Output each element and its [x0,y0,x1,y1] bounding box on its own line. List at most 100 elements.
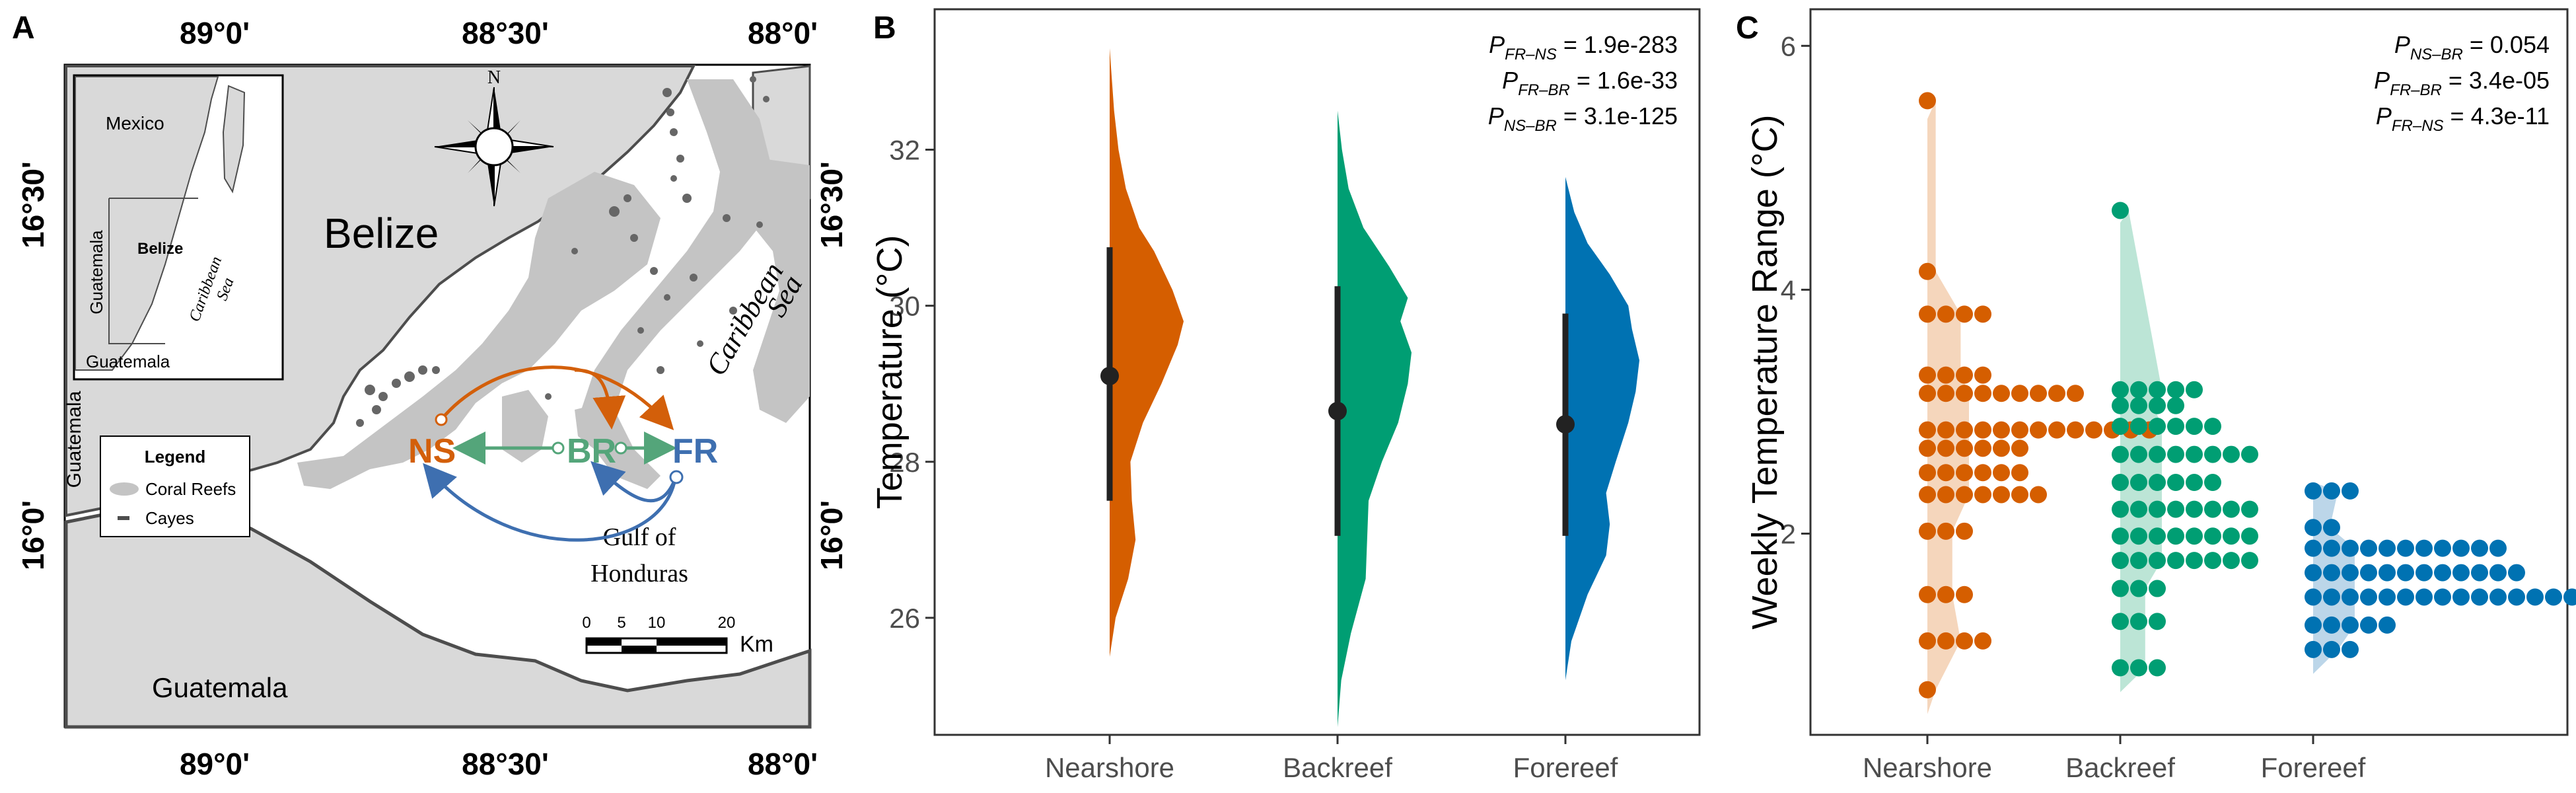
dot-forereef [2508,564,2525,582]
dot-backreef [2149,418,2166,435]
dot-forereef [2397,564,2414,582]
dot-backreef [2149,397,2166,414]
coord-bottom-0: 89°0' [180,747,250,781]
density-nearshore [1927,100,1969,714]
dot-nearshore [1956,439,1973,457]
dot-backreef [2130,474,2147,492]
dot-backreef [2112,474,2129,492]
dot-forereef [2471,539,2488,557]
compass-rose: N [434,67,554,207]
dot-nearshore [1956,385,1973,402]
dot-forereef [2489,564,2507,582]
dot-backreef [2223,500,2240,518]
dot-forereef [2342,564,2359,582]
dot-nearshore [1919,439,1936,457]
b-xtick-label: Forereef [1513,752,1618,783]
dot-backreef [2112,418,2129,435]
dot-nearshore [1974,366,1991,384]
dot-forereef [2508,588,2525,606]
dot-nearshore [1956,585,1973,603]
dot-backreef [2167,527,2184,545]
b-ytick-label: 26 [889,603,920,634]
pval-b-0: PFR–NS = 1.9e-283 [1489,31,1678,63]
dot-nearshore [2048,421,2065,439]
arrow-ns-fr [440,365,674,430]
site-ns-label: NS [408,432,456,471]
dot-nearshore [1937,585,1954,603]
pval-c-2: PFR–NS = 4.3e-11 [2376,102,2550,135]
dot-backreef [2149,445,2166,463]
dot-nearshore [1974,385,1991,402]
dot-backreef [2130,613,2147,630]
dot-nearshore [1937,305,1954,323]
dot-nearshore [2011,439,2028,457]
dot-backreef [2167,552,2184,570]
b-xtick-label: Nearshore [1045,752,1174,783]
dot-forereef [2452,564,2470,582]
dot-backreef [2241,445,2258,463]
site-fr-label: FR [672,432,718,471]
dot-backreef [2186,418,2203,435]
dot-forereef [2489,588,2507,606]
dot-forereef [2563,588,2576,606]
panel-b-violins [1100,48,1639,728]
dot-backreef [2204,418,2221,435]
dot-nearshore [1919,632,1936,650]
dot-nearshore [1919,522,1936,540]
coord-left-1: 16°0' [16,500,50,570]
mean-point-forereef [1556,415,1575,434]
dot-nearshore [1974,421,1991,439]
dot-forereef [2452,588,2470,606]
dot-backreef [2241,552,2258,570]
mean-point-backreef [1328,402,1347,421]
pval-b-2: PNS–BR = 3.1e-125 [1488,102,1678,135]
scale-20: 20 [718,614,736,632]
dot-nearshore [1956,486,1973,504]
dot-forereef [2397,588,2414,606]
dot-forereef [2360,564,2377,582]
dot-backreef [2167,445,2184,463]
dot-backreef [2149,381,2166,398]
dot-nearshore [1956,366,1973,384]
dot-forereef [2415,539,2433,557]
dot-forereef [2434,539,2451,557]
dot-forereef [2471,564,2488,582]
dot-backreef [2130,445,2147,463]
dot-nearshore [2030,486,2047,504]
dot-backreef [2112,580,2129,597]
inset-belize: Belize [137,240,183,258]
dot-nearshore [1993,421,2010,439]
dot-nearshore [2030,421,2047,439]
dot-nearshore [1919,421,1936,439]
dot-forereef [2305,539,2322,557]
dot-backreef [2186,474,2203,492]
pval-c-0: PNS–BR = 0.054 [2394,31,2550,63]
c-ytick-label: 6 [1781,30,1796,61]
scale-bar: 0 5 10 20 Km [582,614,773,657]
dot-backreef [2149,613,2166,630]
dot-forereef [2323,539,2340,557]
site-br-label: BR [567,432,616,471]
dot-backreef [2167,500,2184,518]
dot-forereef [2415,564,2433,582]
dot-backreef [2112,397,2129,414]
dot-nearshore [2011,421,2028,439]
legend-cayes-label: Cayes [145,508,194,528]
dot-nearshore [1919,486,1936,504]
inset-guatemala-side: Guatemala [87,230,106,315]
dot-forereef [2360,588,2377,606]
dot-backreef [2167,474,2184,492]
dot-forereef [2323,482,2340,500]
dot-backreef [2204,527,2221,545]
dot-forereef [2305,482,2322,500]
dot-forereef [2415,588,2433,606]
dot-backreef [2130,659,2147,677]
dot-backreef [2223,527,2240,545]
dot-forereef [2434,588,2451,606]
dot-nearshore [2048,385,2065,402]
label-gulf-2: Honduras [590,560,688,587]
coord-right-0: 16°30' [814,161,849,248]
pval-b-1: PFR–BR = 1.6e-33 [1502,67,1678,99]
dot-backreef [2112,500,2129,518]
